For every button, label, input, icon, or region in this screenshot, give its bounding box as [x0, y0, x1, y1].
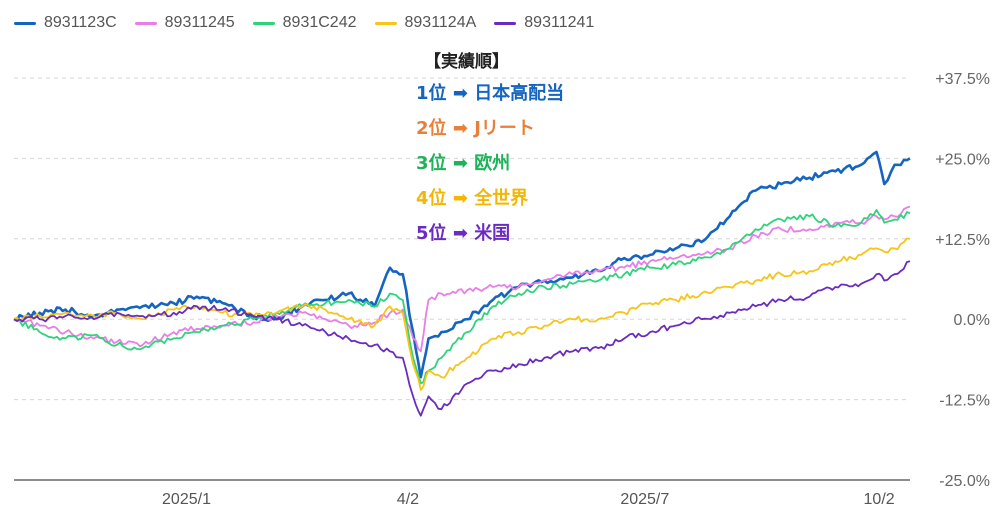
legend-label: 8931124A	[404, 14, 477, 31]
legend: 8931123C 89311245 8931C242 8931124A 8931…	[14, 14, 594, 32]
ranking-row-5: 5位 ➡ 米国	[416, 216, 564, 251]
series-line-89311241	[13, 260, 911, 417]
legend-swatch-icon	[134, 21, 157, 25]
legend-swatch-icon	[374, 21, 397, 25]
legend-item-89311241[interactable]: 89311241	[494, 14, 594, 32]
ranking-row-3: 3位 ➡ 欧州	[416, 146, 564, 181]
legend-label: 89311241	[524, 14, 595, 31]
legend-swatch-icon	[252, 21, 275, 25]
ranking-row-2: 2位 ➡ Jリート	[416, 111, 564, 146]
ranking-rank: 3位	[416, 153, 447, 174]
legend-item-89311245[interactable]: 89311245	[134, 14, 235, 32]
legend-swatch-icon	[494, 21, 517, 25]
ranking-rank: 5位	[416, 223, 447, 244]
arrow-icon: ➡	[452, 83, 468, 104]
ranking-label: 日本高配当	[474, 83, 565, 104]
y-tick-label: +25.0%	[935, 151, 990, 168]
ranking-rank: 2位	[416, 118, 447, 139]
x-tick-label: 4/2	[397, 491, 419, 508]
y-tick-label: +12.5%	[935, 232, 990, 249]
arrow-icon: ➡	[452, 223, 468, 244]
series-line-8931124A	[13, 237, 911, 391]
ranking-row-1: 1位 ➡ 日本高配当	[416, 76, 564, 111]
y-tick-label: -25.0%	[939, 473, 990, 490]
arrow-icon: ➡	[452, 118, 468, 139]
ranking-rank: 1位	[416, 83, 447, 104]
series-line-8931123C	[13, 150, 911, 379]
series-line-8931C242	[13, 209, 911, 385]
ranking-label: 全世界	[474, 188, 529, 209]
legend-item-8931123C[interactable]: 8931123C	[14, 14, 117, 32]
ranking-annotation: 【実績順】 1位 ➡ 日本高配当 2位 ➡ Jリート 3位 ➡ 欧州 4位 ➡ …	[416, 48, 564, 251]
ranking-rank: 4位	[416, 188, 447, 209]
y-tick-label: -12.5%	[939, 393, 990, 410]
ranking-label: Jリート	[474, 118, 535, 139]
axis-layer: +37.5% +25.0% +12.5% 0.0% -12.5% -25.0% 2025/1…	[14, 71, 990, 508]
x-tick-label: 2025/1	[162, 491, 211, 508]
ranking-label: 欧州	[474, 153, 511, 174]
grid-layer	[14, 77, 910, 401]
y-tick-label: 0.0%	[954, 312, 990, 329]
legend-label: 8931123C	[44, 14, 117, 31]
x-tick-label: 10/2	[864, 491, 895, 508]
legend-label: 8931C242	[282, 14, 357, 31]
arrow-icon: ➡	[452, 153, 468, 174]
ranking-label: 米国	[474, 223, 511, 244]
legend-swatch-icon	[14, 21, 36, 25]
legend-item-8931C242[interactable]: 8931C242	[252, 14, 357, 32]
x-tick-label: 2025/7	[620, 491, 669, 508]
legend-label: 89311245	[164, 14, 235, 31]
series-line-89311245	[13, 205, 911, 353]
series-layer	[13, 150, 911, 417]
legend-item-8931124A[interactable]: 8931124A	[374, 14, 477, 32]
y-tick-label: +37.5%	[935, 71, 990, 88]
ranking-row-4: 4位 ➡ 全世界	[416, 181, 564, 216]
ranking-title: 【実績順】	[424, 52, 509, 72]
arrow-icon: ➡	[452, 188, 468, 209]
